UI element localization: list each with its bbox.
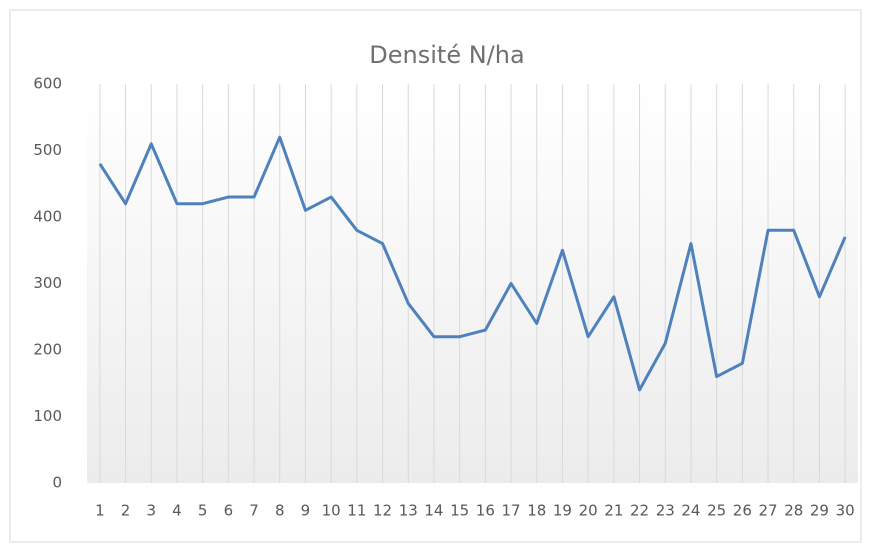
series-line <box>98 135 847 392</box>
x-tick-label: 29 <box>810 502 829 520</box>
x-tick-label: 18 <box>527 502 546 520</box>
y-tick-label: 200 <box>33 341 62 359</box>
x-tick-label: 17 <box>502 502 521 520</box>
y-tick-label: 300 <box>33 274 62 292</box>
x-tick-label: 5 <box>198 502 208 520</box>
y-tick-label: 400 <box>33 208 62 226</box>
x-tick-label: 26 <box>733 502 752 520</box>
x-tick-label: 2 <box>121 502 131 520</box>
x-tick-label: 3 <box>146 502 156 520</box>
y-tick-label: 100 <box>33 407 62 425</box>
x-tick-label: 27 <box>759 502 778 520</box>
plot-area <box>87 84 858 483</box>
x-tick-label: 10 <box>322 502 341 520</box>
x-tick-label: 28 <box>784 502 803 520</box>
x-tick-label: 21 <box>604 502 623 520</box>
x-tick-label: 8 <box>275 502 285 520</box>
x-tick-label: 11 <box>347 502 366 520</box>
x-tick-label: 15 <box>450 502 469 520</box>
x-tick-label: 12 <box>373 502 392 520</box>
x-tick-label: 19 <box>553 502 572 520</box>
x-tick-label: 14 <box>424 502 443 520</box>
x-tick-label: 20 <box>579 502 598 520</box>
x-tick-label: 24 <box>681 502 700 520</box>
x-tick-label: 23 <box>656 502 675 520</box>
x-tick-label: 9 <box>301 502 311 520</box>
x-tick-label: 7 <box>249 502 259 520</box>
y-tick-label: 500 <box>33 141 62 159</box>
x-tick-label: 13 <box>399 502 418 520</box>
x-tick-label: 1 <box>95 502 105 520</box>
x-tick-label: 4 <box>172 502 182 520</box>
x-tick-label: 22 <box>630 502 649 520</box>
y-tick-label: 0 <box>52 474 62 492</box>
chart-title: Densité N/ha <box>369 41 524 69</box>
x-tick-label: 6 <box>224 502 234 520</box>
x-tick-label: 25 <box>707 502 726 520</box>
y-tick-label: 600 <box>33 75 62 93</box>
x-tick-label: 16 <box>476 502 495 520</box>
x-tick-label: 30 <box>836 502 855 520</box>
